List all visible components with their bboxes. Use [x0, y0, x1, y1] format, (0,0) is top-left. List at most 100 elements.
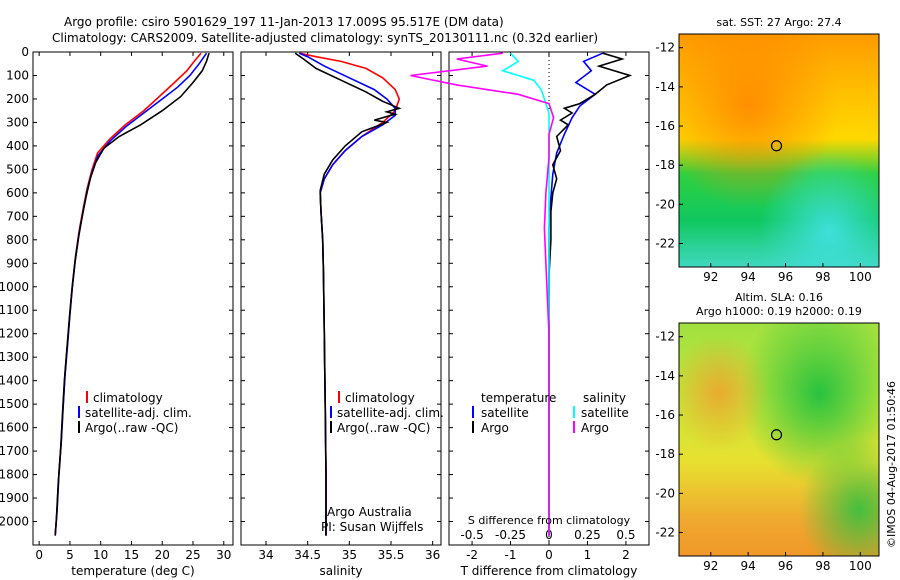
map-x-tick-label: 92 [703, 559, 718, 573]
temperature-legend: climatology satellite-adj. clim. Argo(..… [78, 391, 192, 435]
legend-climatology: climatology [345, 391, 415, 405]
s-tick-label: 0.25 [574, 528, 601, 542]
depth-axis: 0 100 200 300 400 500 600 700 800 900 1000 1100 1200… [0, 45, 649, 529]
legend-swatch-argo [330, 421, 332, 433]
sst-map [678, 33, 880, 268]
depth-tick-label: 0 [21, 45, 29, 59]
header-line-2: Climatology: CARS2009. Satellite-adjuste… [52, 31, 598, 45]
difference-plot: -2 -1 0 1 2-0.5 -0.25 0 0.25 0.5 [410, 52, 635, 562]
s-tick-label: -0.25 [495, 528, 526, 542]
map-x-tick-label: 94 [741, 559, 756, 573]
temperature-panel-frame [32, 51, 234, 546]
legend-swatch-climatology [338, 391, 340, 403]
depth-tick-label: 600 [6, 186, 29, 200]
x-tick-label: 30 [216, 548, 231, 562]
series-line-argo-raw-qc- [294, 52, 402, 536]
map-y-tick-label: -18 [655, 158, 675, 172]
sla-map-title-1: Altim. SLA: 0.16 [735, 291, 823, 304]
x-tick-label: 34.5 [294, 548, 321, 562]
credit-line-1: Argo Australia [327, 505, 412, 519]
sst-map-axes: 92 94 96 98 100 -12 -14 -16 -18 -20 -22 [655, 41, 871, 284]
s-tick-label: -0.5 [460, 528, 483, 542]
sla-map-axes: 92 94 96 98 100 -12 -14 -16 -18 -20 -22 [655, 330, 871, 573]
legend-swatch-satellite [330, 406, 332, 418]
map-y-tick-label: -20 [655, 486, 675, 500]
depth-tick-label: 1900 [0, 491, 29, 505]
depth-tick-label: 400 [6, 139, 29, 153]
depth-tick-label: 1400 [0, 374, 29, 388]
depth-tick-label: 500 [6, 162, 29, 176]
x-tick-label: 5 [66, 548, 74, 562]
series-line-t-satellite [548, 52, 604, 536]
depth-tick-label: 1600 [0, 421, 29, 435]
depth-tick-label: 700 [6, 209, 29, 223]
map-y-tick-label: -16 [655, 408, 675, 422]
depth-tick-label: 800 [6, 233, 29, 247]
t-tick-label: 0 [545, 548, 553, 562]
legend-swatch-argo [78, 421, 80, 433]
depth-tick-label: 200 [6, 92, 29, 106]
x-tick-label: 35.5 [378, 548, 405, 562]
map-y-tick-label: -12 [655, 41, 675, 55]
legend-climatology: climatology [93, 391, 163, 405]
depth-tick-label: 900 [6, 256, 29, 270]
map-x-tick-label: 98 [815, 270, 830, 284]
legend-swatch-satellite [78, 406, 80, 418]
argo-position-marker [770, 140, 783, 152]
series-line-climatology [299, 52, 401, 536]
depth-tick-label: 1300 [0, 350, 29, 364]
x-tick-label: 35 [342, 548, 357, 562]
depth-tick-label: 300 [6, 115, 29, 129]
series-line-satellite-adj-clim- [298, 52, 397, 536]
legend-satellite: satellite-adj. clim. [337, 406, 444, 420]
salinity-panel-frame [240, 51, 442, 546]
sst-map-frame [678, 33, 880, 268]
depth-tick-label: 1000 [0, 280, 29, 294]
t-difference-xlabel: T difference from climatology [460, 564, 638, 578]
map-y-tick-label: -12 [655, 330, 675, 344]
x-tick-label: 36 [425, 548, 440, 562]
depth-tick-label: 1500 [0, 397, 29, 411]
depth-tick-label: 100 [6, 68, 29, 82]
map-y-tick-label: -22 [655, 526, 675, 540]
legend-swatch-s-satellite [573, 406, 575, 418]
s-tick-label: 0.5 [616, 528, 635, 542]
t-tick-label: -1 [505, 548, 517, 562]
map-x-tick-label: 92 [703, 270, 718, 284]
temperature-xlabel: temperature (deg C) [71, 564, 194, 578]
depth-tick-label: 1800 [0, 468, 29, 482]
legend-argo: Argo(..raw -QC) [85, 421, 178, 435]
temperature-plot: 0 5 10 15 20 25 30 [35, 52, 231, 562]
legend-argo: Argo(..raw -QC) [337, 421, 430, 435]
s-difference-label: S difference from climatology [468, 514, 631, 527]
legend-s-satellite: satellite [581, 406, 629, 420]
t-tick-label: 1 [584, 548, 592, 562]
difference-legend: temperature salinity satellite Argo sate… [472, 391, 629, 435]
series-line-t-argo [548, 52, 633, 536]
header-line-1: Argo profile: csiro 5901629_197 11-Jan-2… [64, 15, 504, 29]
legend-temperature-title: temperature [481, 391, 556, 405]
x-tick-label: 0 [35, 548, 43, 562]
salinity-xlabel: salinity [319, 564, 362, 578]
legend-swatch-t-satellite [472, 406, 474, 418]
legend-s-argo: Argo [581, 421, 609, 435]
map-y-tick-label: -20 [655, 197, 675, 211]
map-x-tick-label: 96 [778, 270, 793, 284]
map-x-tick-label: 98 [815, 559, 830, 573]
sla-map-title-2: Argo h1000: 0.19 h2000: 0.19 [696, 305, 862, 318]
series-line-s-argo [410, 52, 555, 536]
imos-watermark: ©IMOS 04-Aug-2017 01:50:46 [885, 381, 898, 548]
map-y-tick-label: -16 [655, 119, 675, 133]
x-tick-label: 25 [185, 548, 200, 562]
depth-tick-label: 2000 [0, 515, 29, 529]
legend-t-satellite: satellite [481, 406, 529, 420]
t-tick-label: 2 [622, 548, 630, 562]
sst-map-title: sat. SST: 27 Argo: 27.4 [716, 16, 841, 29]
x-tick-label: 20 [155, 548, 170, 562]
x-tick-label: 10 [93, 548, 108, 562]
legend-satellite: satellite-adj. clim. [85, 406, 192, 420]
legend-swatch-t-argo [472, 421, 474, 433]
map-x-tick-label: 94 [741, 270, 756, 284]
map-x-tick-label: 100 [849, 559, 872, 573]
